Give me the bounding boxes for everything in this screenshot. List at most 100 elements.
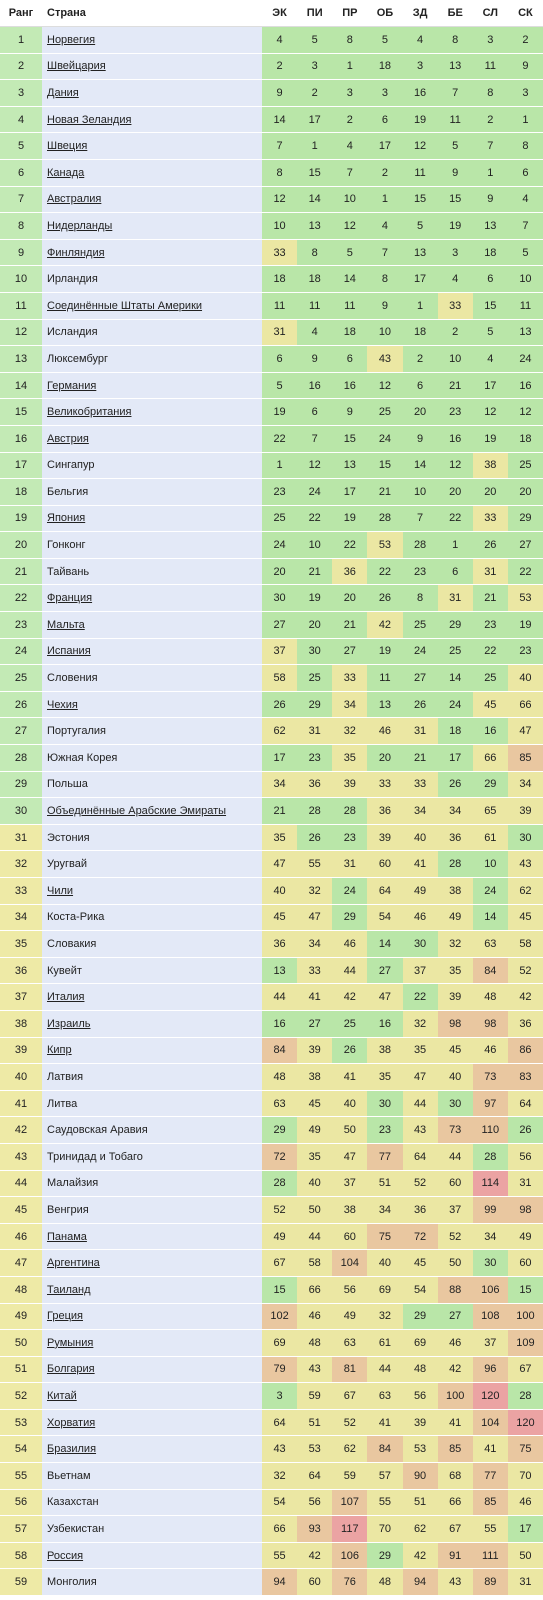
country-name[interactable]: Таиланд [42, 1276, 262, 1304]
country-name[interactable]: Норвегия [42, 27, 262, 54]
score-cell: 1 [262, 452, 298, 480]
score-cell: 52 [332, 1409, 368, 1437]
country-name[interactable]: Испания [42, 638, 262, 666]
country-name[interactable]: Израиль [42, 1010, 262, 1038]
country-name[interactable]: Великобритания [42, 399, 262, 426]
country-name[interactable]: Швейцария [42, 53, 262, 81]
score-cell: 40 [367, 1250, 403, 1277]
score-cell: 52 [262, 1197, 298, 1224]
score-cell: 46 [472, 1037, 508, 1065]
country-name[interactable]: Япония [42, 505, 262, 533]
rank-cell: 20 [0, 532, 42, 559]
country-name[interactable]: Румыния [42, 1330, 262, 1357]
country-name[interactable]: Панама [42, 1223, 262, 1251]
score-cell: 4 [297, 319, 333, 347]
country-name[interactable]: Нидерланды [42, 213, 262, 240]
score-cell: 64 [367, 878, 403, 905]
score-cell: 41 [437, 1409, 473, 1437]
country-name[interactable]: Новая Зеландия [42, 106, 262, 134]
country-name[interactable]: Китай [42, 1383, 262, 1410]
country-name[interactable]: Аргентина [42, 1250, 262, 1277]
score-cell: 27 [402, 665, 438, 692]
score-cell: 61 [367, 1330, 403, 1357]
score-cell: 17 [262, 745, 298, 772]
country-name[interactable]: Италия [42, 984, 262, 1011]
country-name[interactable]: Болгария [42, 1356, 262, 1384]
rank-cell: 48 [0, 1276, 42, 1304]
score-cell: 84 [262, 1037, 298, 1065]
rank-cell: 37 [0, 984, 42, 1011]
score-cell: 64 [297, 1463, 333, 1490]
score-cell: 31 [402, 718, 438, 746]
score-cell: 44 [262, 984, 298, 1011]
score-cell: 13 [367, 691, 403, 719]
score-cell: 42 [297, 1542, 333, 1570]
score-cell: 55 [367, 1489, 403, 1517]
rank-cell: 15 [0, 399, 42, 426]
score-cell: 25 [297, 665, 333, 692]
header-column: ОБ [367, 0, 403, 27]
rank-cell: 45 [0, 1197, 42, 1224]
rank-cell: 57 [0, 1516, 42, 1543]
score-cell: 35 [332, 745, 368, 772]
country-name[interactable]: Австрия [42, 425, 262, 453]
country-name: Бельгия [42, 479, 262, 506]
score-cell: 22 [367, 558, 403, 586]
country-name[interactable]: Дания [42, 80, 262, 107]
score-cell: 45 [437, 1037, 473, 1065]
score-cell: 63 [367, 1383, 403, 1410]
score-cell: 17 [297, 106, 333, 134]
score-cell: 69 [402, 1330, 438, 1357]
score-cell: 8 [437, 27, 473, 54]
country-name[interactable]: Мальта [42, 612, 262, 639]
score-cell: 16 [472, 718, 508, 746]
country-name[interactable]: Объединённые Арабские Эмираты [42, 798, 262, 825]
score-cell: 83 [507, 1064, 543, 1091]
country-name[interactable]: Финляндия [42, 239, 262, 267]
country-name[interactable]: Хорватия [42, 1409, 262, 1437]
country-name: Саудовская Аравия [42, 1117, 262, 1144]
rank-cell: 26 [0, 691, 42, 719]
country-name[interactable]: Россия [42, 1542, 262, 1570]
country-name[interactable]: Франция [42, 585, 262, 613]
score-cell: 18 [437, 718, 473, 746]
score-cell: 44 [402, 1090, 438, 1118]
country-name[interactable]: Швеция [42, 133, 262, 160]
country-name[interactable]: Кипр [42, 1037, 262, 1065]
score-cell: 1 [437, 532, 473, 559]
score-cell: 43 [402, 1117, 438, 1144]
score-cell: 9 [367, 292, 403, 320]
score-cell: 23 [402, 558, 438, 586]
country-name[interactable]: Австралия [42, 186, 262, 214]
country-name[interactable]: Канада [42, 159, 262, 187]
score-cell: 47 [297, 904, 333, 932]
score-cell: 56 [297, 1489, 333, 1517]
score-cell: 37 [262, 638, 298, 666]
rank-cell: 59 [0, 1569, 42, 1597]
score-cell: 93 [297, 1516, 333, 1543]
score-cell: 6 [367, 106, 403, 134]
country-name[interactable]: Германия [42, 372, 262, 400]
country-name[interactable]: Чили [42, 878, 262, 905]
rank-cell: 44 [0, 1170, 42, 1198]
score-cell: 1 [297, 133, 333, 160]
country-name[interactable]: Чехия [42, 691, 262, 719]
score-cell: 39 [402, 1409, 438, 1437]
rank-cell: 7 [0, 186, 42, 214]
score-cell: 47 [507, 718, 543, 746]
rank-cell: 36 [0, 957, 42, 985]
score-cell: 53 [367, 532, 403, 559]
country-name[interactable]: Бразилия [42, 1436, 262, 1464]
score-cell: 32 [367, 1303, 403, 1331]
score-cell: 38 [297, 1064, 333, 1091]
score-cell: 22 [332, 532, 368, 559]
score-cell: 6 [507, 159, 543, 187]
country-name[interactable]: Соединённые Штаты Америки [42, 292, 262, 320]
score-cell: 49 [262, 1223, 298, 1251]
score-cell: 8 [507, 133, 543, 160]
score-cell: 30 [437, 1090, 473, 1118]
country-name[interactable]: Греция [42, 1303, 262, 1331]
score-cell: 89 [472, 1569, 508, 1597]
score-cell: 8 [262, 159, 298, 187]
score-cell: 3 [507, 80, 543, 107]
